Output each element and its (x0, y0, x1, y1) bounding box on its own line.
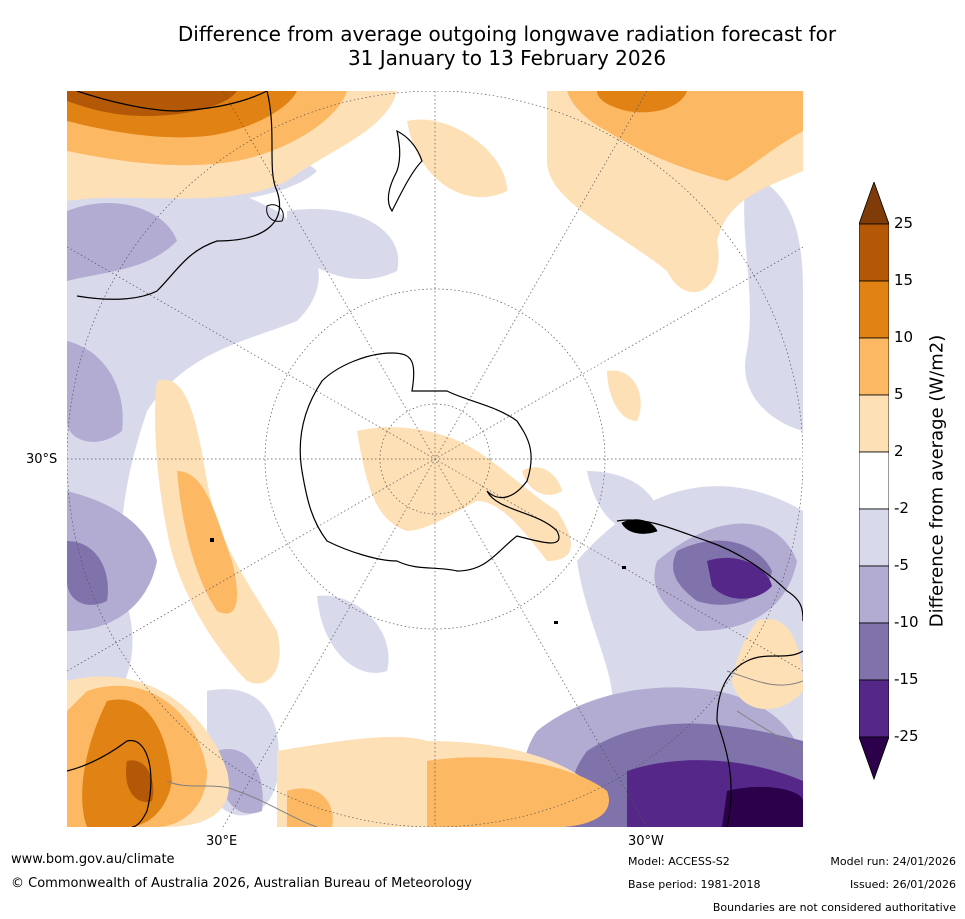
colorbar-tick-label: -5 (894, 556, 909, 574)
title-line-1: Difference from average outgoing longwav… (177, 22, 837, 46)
anomaly-map (67, 91, 803, 827)
tasmania-coast (266, 204, 284, 222)
graticule (67, 91, 803, 827)
south-georgia (554, 621, 558, 624)
colorbar-tick-label: -10 (894, 613, 919, 631)
colorbar-segment (858, 337, 890, 396)
colorbar-segment (858, 622, 890, 681)
new-zealand-coast (387, 129, 423, 213)
colorbar-tick-label: 10 (894, 328, 914, 346)
longitude-label-30e: 30°E (206, 834, 238, 849)
colorbar-tick-label: 2 (894, 442, 904, 460)
colorbar-tick-label: 25 (894, 214, 914, 232)
antarctica-coast (299, 352, 560, 572)
colorbar-segment (858, 565, 890, 624)
africa-coast (67, 740, 152, 827)
colorbar-tick-label: 15 (894, 271, 914, 289)
africa-border (166, 780, 318, 827)
latitude-label-30s: 30°S (26, 452, 58, 467)
issued-text: Issued: 26/01/2026 (849, 878, 956, 891)
website-text: www.bom.gov.au/climate (11, 852, 175, 867)
colorbar-segment (858, 508, 890, 567)
base-period-text: Base period: 1981-2018 (628, 878, 761, 891)
marion-island (210, 538, 214, 542)
colorbar-title: Difference from average (W/m2) (926, 334, 948, 628)
australia-coast (76, 91, 281, 300)
colorbar-segment (858, 451, 890, 510)
anomaly-fill-extreme-purple (722, 786, 803, 827)
colorbar-segment (858, 280, 890, 339)
map-panel (67, 91, 803, 827)
south-america-border (726, 670, 803, 752)
south-america-coast (616, 519, 803, 827)
colorbar-extend-top (858, 180, 890, 225)
disclaimer-text: Boundaries are not considered authoritat… (712, 901, 956, 914)
colorbar-extend-bottom (858, 736, 890, 781)
colorbar-tick-label: -15 (894, 670, 919, 688)
longitude-label-30w: 30°W (628, 834, 664, 849)
tierra-del-fuego-coast (621, 519, 658, 534)
colorbar-graphic (858, 180, 890, 781)
model-text: Model: ACCESS-S2 (628, 855, 730, 868)
colorbar-tick-label: -2 (894, 499, 909, 517)
colorbar-segments (858, 180, 890, 781)
model-run-text: Model run: 24/01/2026 (830, 855, 956, 868)
title-line-2: 31 January to 13 February 2026 (347, 46, 667, 70)
colorbar (858, 180, 890, 782)
copyright-text: © Commonwealth of Australia 2026, Austra… (11, 876, 472, 891)
colorbar-segment (858, 679, 890, 738)
colorbar-segment (858, 223, 890, 282)
colorbar-segment (858, 394, 890, 453)
falkland-islands (622, 566, 626, 569)
colorbar-tick-label: 5 (894, 385, 904, 403)
colorbar-tick-label: -25 (894, 727, 919, 745)
chart-title: Difference from average outgoing longwav… (67, 22, 947, 70)
